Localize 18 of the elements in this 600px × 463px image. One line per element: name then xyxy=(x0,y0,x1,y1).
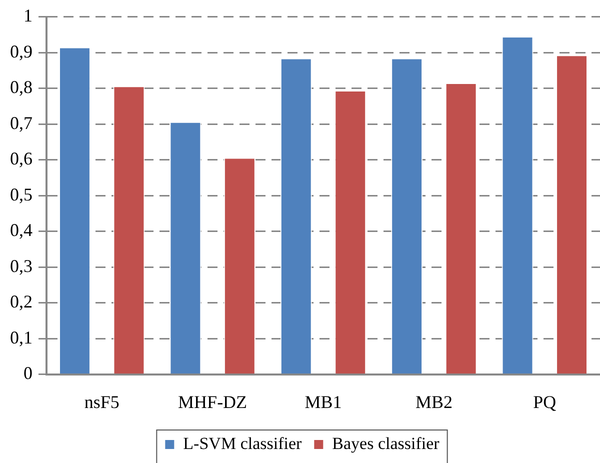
y-tick-label: 1 xyxy=(24,6,32,26)
y-tick-label: 0,2 xyxy=(10,292,32,312)
x-tick-label: nsF5 xyxy=(84,392,120,412)
y-tick-label: 0,5 xyxy=(10,184,32,204)
y-tick-label: 0,9 xyxy=(10,41,32,62)
y-tick-label: 0,1 xyxy=(10,327,32,348)
y-tick-label: 0,6 xyxy=(10,148,32,169)
legend-label: Bayes classifier xyxy=(332,434,440,453)
x-tick-label: MB1 xyxy=(304,392,342,412)
legend-label: L-SVM classifier xyxy=(183,434,302,453)
x-tick-label: MB2 xyxy=(415,392,452,412)
y-tick-label: 0,4 xyxy=(10,220,32,240)
y-tick-label: 0,3 xyxy=(10,256,32,276)
y-tick-label: 0 xyxy=(24,363,32,384)
y-tick-label: 0,8 xyxy=(10,77,32,98)
x-tick-label: MHF-DZ xyxy=(178,392,248,412)
y-tick-label: 0,7 xyxy=(10,112,32,133)
x-tick-label: PQ xyxy=(533,392,556,412)
